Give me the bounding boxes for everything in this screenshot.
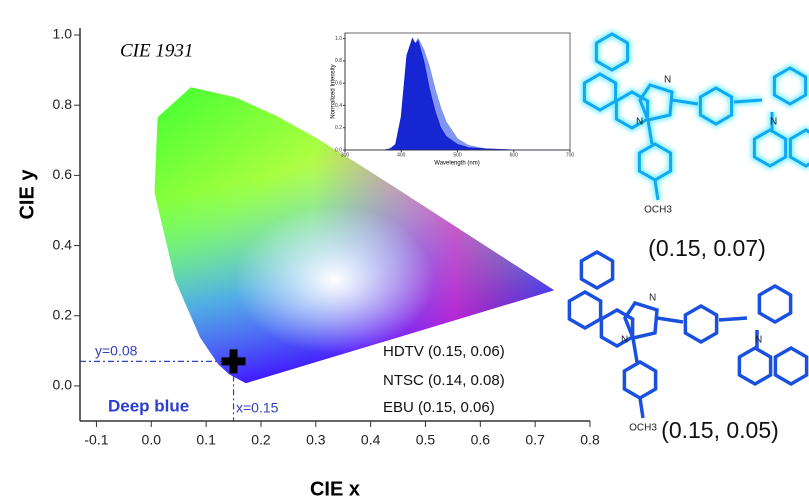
molecule-bonds [567,249,809,419]
cie-label: (0.15, 0.05) [661,417,779,443]
ring [786,125,809,171]
x-tick-label: 0.8 [580,432,600,448]
y-tick-label: 0.6 [335,80,342,86]
y-axis-label: CIE y [16,169,38,220]
x-tick-label: 0.4 [361,432,381,448]
x-tick-label: 300 [341,152,350,158]
molecules: N N N OCH3 N N N OCH3 [567,29,809,434]
bonds [631,316,759,419]
inset-frame [344,32,571,151]
ring [737,345,773,387]
annotation: EBU (0.15, 0.06) [383,399,495,416]
ring [752,128,788,168]
molecule: N N N OCH3 [580,29,809,216]
x-axis-label: Wavelength (nm) [434,161,479,167]
substituent-label: OCH3 [644,205,672,216]
ring [599,307,635,349]
molecule-bonds [582,32,809,201]
substituent-label: OCH3 [629,423,657,434]
point-marker [221,349,246,374]
x-tick-label: 0.7 [525,432,545,448]
y-tick-label: 0.6 [53,166,73,182]
x-tick-label: -0.1 [84,432,108,448]
x-tick-label: 0.6 [471,432,491,448]
x-tick-label: 600 [510,152,519,158]
ring [579,249,615,291]
ring [567,289,603,331]
x-tick-label: 0.0 [142,432,162,448]
x-tick-label: 0.3 [306,432,326,448]
ring [683,303,719,345]
atom-label: N [649,293,656,304]
cie-locus [154,87,555,384]
y-tick-label: 1.0 [53,26,73,42]
ring [788,128,809,168]
ring [757,283,793,325]
atom-label: N [636,117,643,128]
y-tick-label: 0.8 [53,96,73,112]
imidazole [623,300,659,341]
atom-label: N [770,117,777,128]
y-tick-label: 0.0 [53,377,73,393]
y-tick-label: 1.0 [335,36,342,42]
x-tick-label: 700 [566,152,575,158]
atom-label: N [755,335,762,346]
molecule: N N N OCH3 [567,249,809,434]
imidazole [638,83,674,122]
y-tick-label: 0.4 [53,236,73,252]
x-axis-label: CIE x [310,478,360,500]
ring [772,66,808,106]
cie-label: (0.15, 0.07) [648,235,766,261]
annotation: y=0.08 [95,343,138,359]
y-tick-label: 0.4 [335,103,342,109]
ring [594,32,630,72]
ring [622,359,658,401]
ring [582,72,618,112]
annotation: NTSC (0.14, 0.08) [383,372,505,389]
ring [698,86,734,126]
y-tick-label: 0.0 [335,147,342,153]
y-tick-label: 0.2 [335,125,342,131]
ring [614,90,650,130]
x-tick-label: 0.1 [196,432,216,448]
atom-label: N [664,75,671,86]
x-tick-label: 0.5 [416,432,436,448]
y-tick-label: 0.2 [53,306,73,322]
annotation: Deep blue [108,396,189,415]
x-tick-label: 400 [397,152,406,158]
x-tick-label: 500 [453,152,462,158]
bonds [646,98,774,201]
chart-title: CIE 1931 [120,40,193,61]
y-axis-label: Normalized Intensity [331,64,337,118]
y-tick-label: 0.8 [335,58,342,64]
x-tick-label: 0.2 [251,432,271,448]
ring [773,345,809,387]
annotation: x=0.15 [236,400,279,416]
atom-label: N [621,335,628,346]
annotation: HDTV (0.15, 0.06) [383,343,505,360]
ring [637,142,673,182]
